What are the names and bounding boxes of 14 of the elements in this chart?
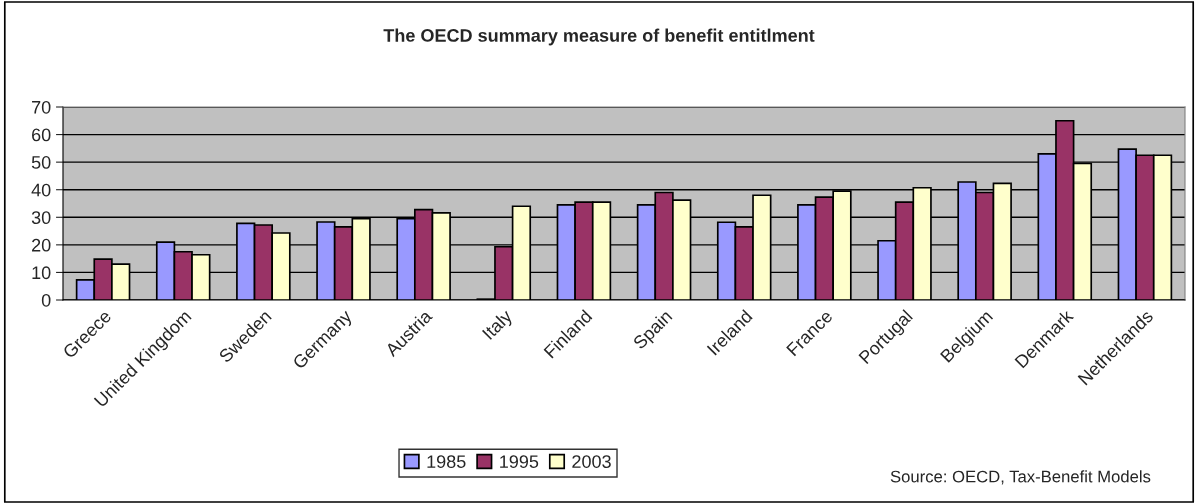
legend-label: 1995: [500, 455, 539, 468]
y-tick-label: 40: [31, 183, 51, 197]
y-tick-label: 10: [32, 266, 51, 280]
y-tick-label: 30: [31, 211, 51, 225]
legend-label: 2003: [572, 455, 611, 468]
chart-title: The OECD summary measure of benefit entitlment: [383, 28, 815, 46]
x-tick-label: Italy: [481, 308, 516, 343]
y-tick-label: 70: [32, 100, 51, 114]
y-tick-label: 60: [32, 128, 51, 142]
y-tick-label: 50: [31, 156, 51, 169]
y-tick-label: 0: [41, 293, 51, 307]
source-note: Source: OECD, Tax-Benefit Models: [890, 470, 1151, 485]
legend-label: 1985: [427, 455, 466, 468]
y-tick-label: 20: [32, 238, 51, 252]
